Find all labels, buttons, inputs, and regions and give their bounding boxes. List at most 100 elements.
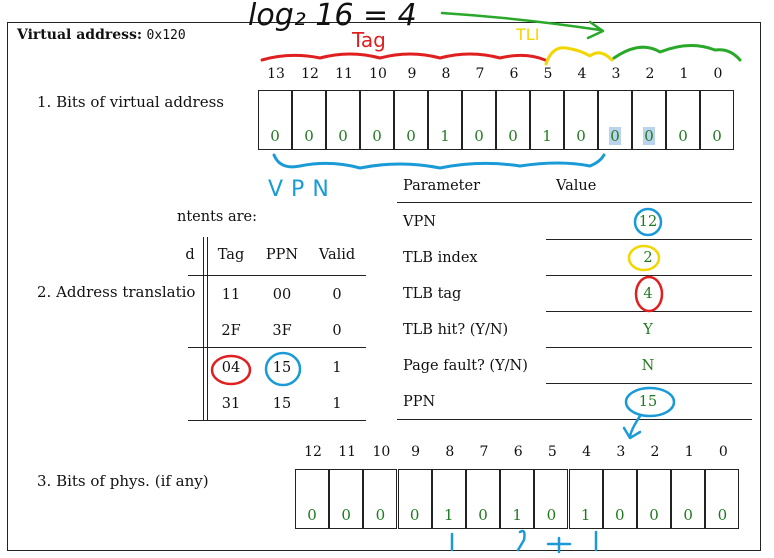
tlb-row-valid: 0 [332, 323, 342, 339]
param-name: VPN [403, 214, 436, 230]
section-1-label: 1. Bits of virtual address [37, 93, 224, 111]
param-name: TLB index [403, 250, 478, 266]
bit-index: 4 [577, 66, 587, 82]
phys-bit-cell: 0 [397, 469, 432, 529]
tlb-row-ppn: 3F [272, 323, 292, 339]
value-header: Value [556, 178, 597, 194]
bit-value: 1 [440, 127, 450, 145]
bit-value: 0 [599, 127, 631, 145]
bit-index: 0 [713, 66, 723, 82]
bit-value: 0 [270, 127, 280, 145]
phys-bit-index: 10 [372, 444, 391, 460]
tlb-row-tag: 04 [221, 360, 241, 376]
bit-value: 1 [444, 506, 454, 524]
tlb-row-valid: 1 [332, 396, 342, 412]
tlb-tag-circle [210, 354, 252, 386]
phys-bit-index: 5 [547, 444, 557, 460]
tlbi-annotation: TLI [515, 25, 539, 44]
bit-value: 0 [375, 506, 386, 524]
tlb-header-ppn: PPN [265, 247, 299, 263]
virtual-bit-cell: 0 [632, 90, 666, 150]
tlb-ppn-circle [264, 351, 302, 387]
virtual-bit-cell: 1 [428, 90, 462, 150]
phys-bit-index: 1 [684, 444, 694, 460]
bit-value: 0 [338, 127, 348, 145]
phys-bit-cell: 1 [568, 469, 603, 529]
ppn-circle [624, 386, 676, 418]
tlb-row-ppn: 00 [272, 287, 292, 303]
section-2-label: 2. Address translatio [37, 283, 196, 301]
phys-bit-cell: 1 [500, 469, 535, 529]
virtual-address-title: Virtual address: 0x120 [17, 27, 186, 43]
bit-value: 0 [372, 127, 382, 145]
phys-bit-cell: 0 [602, 469, 637, 529]
offset-brace [612, 44, 742, 62]
bit-value: 0 [633, 127, 665, 145]
phys-bit-cell: 0 [329, 469, 364, 529]
virtual-bit-cell: 0 [496, 90, 530, 150]
phys-bit-index: 0 [718, 444, 728, 460]
phys-bit-index: 4 [582, 444, 592, 460]
bit-index: 5 [543, 66, 553, 82]
tlbi-brace [544, 46, 614, 66]
bit-value: 1 [580, 506, 591, 524]
bit-value: 0 [717, 506, 728, 524]
bit-index: 10 [369, 66, 387, 82]
highlighted-bit: 0 [643, 127, 655, 145]
green-arrow [440, 11, 602, 32]
tlb-header-valid: Valid [318, 247, 356, 263]
bit-index: 6 [509, 66, 519, 82]
bit-value: 0 [341, 506, 351, 524]
phys-bit-cell: 0 [671, 469, 706, 529]
tlb-header-tag: Tag [217, 247, 245, 263]
param-header: Parameter [403, 178, 480, 194]
virtual-bit-cell: 0 [394, 90, 428, 150]
tlb-header-d: d [185, 247, 195, 263]
phys-bit-cell: 0 [295, 469, 329, 529]
title-label: Virtual address: [17, 27, 143, 43]
tlb-row-tag: 2F [221, 323, 241, 339]
virtual-bit-cell: 0 [666, 90, 700, 150]
phys-bit-index: 11 [338, 444, 357, 460]
virtual-bit-cell: 0 [292, 90, 326, 150]
param-name: TLB hit? (Y/N) [403, 322, 509, 338]
phys-bit-cell: 0 [637, 469, 671, 529]
bit-value: 1 [542, 127, 552, 145]
bit-value: 0 [406, 127, 416, 145]
phys-bit-cell: 0 [534, 469, 569, 529]
virtual-bit-cell: 0 [326, 90, 360, 150]
tlb-row-tag: 31 [221, 396, 241, 412]
highlighted-bit: 0 [609, 127, 621, 145]
bit-index: 12 [301, 66, 319, 82]
param-value: 4 [643, 286, 653, 302]
param-value: 12 [638, 214, 658, 230]
bit-index: 8 [441, 66, 451, 82]
bit-index: 1 [679, 66, 689, 82]
param-name: PPN [403, 394, 436, 410]
bit-index: 9 [407, 66, 417, 82]
bit-index: 2 [645, 66, 655, 82]
phys-bit-index: 8 [445, 444, 455, 460]
bit-value: 0 [409, 506, 420, 524]
bit-value: 0 [478, 506, 488, 524]
bit-value: 0 [678, 127, 688, 145]
tag-annotation: Tag [351, 28, 386, 52]
param-name: Page fault? (Y/N) [403, 358, 528, 374]
tlb-row-ppn: 15 [272, 360, 292, 376]
virtual-bit-cell: 0 [700, 90, 734, 150]
bit-value: 0 [649, 506, 659, 524]
tlb-row-valid: 1 [332, 360, 342, 376]
param-value: 2 [643, 250, 653, 266]
tlb-row-tag: 11 [221, 287, 241, 303]
virtual-bit-cell: 0 [360, 90, 394, 150]
title-value: 0x120 [146, 28, 186, 43]
bit-index: 7 [475, 66, 485, 82]
phys-bit-index: 12 [304, 444, 322, 460]
tag-brace [260, 52, 547, 62]
bit-value: 1 [512, 506, 522, 524]
phys-bit-index: 2 [650, 444, 660, 460]
phys-bit-index: 9 [411, 444, 421, 460]
bit-value: 0 [712, 127, 722, 145]
vpn-annotation: VPN [268, 177, 337, 202]
